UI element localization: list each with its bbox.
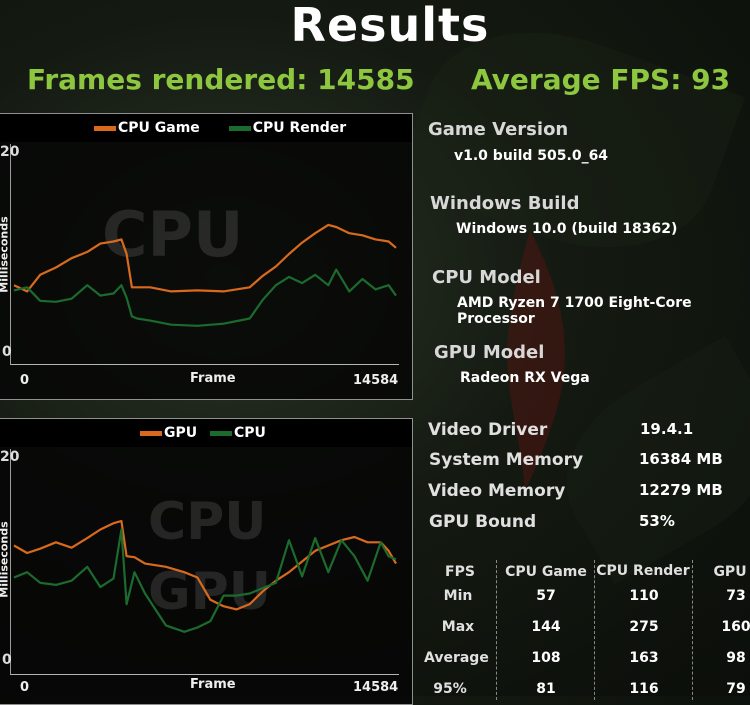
video-memory-value: 12279 MB <box>639 481 723 499</box>
game-version-value: v1.0 build 505.0_64 <box>454 148 609 164</box>
legend-swatch-cpu-game <box>94 125 116 131</box>
gpu-bound-value: 53% <box>639 512 675 530</box>
table-row-label-min: Min <box>443 588 473 604</box>
legend-swatch-cpu-render <box>228 125 251 131</box>
series-line-gpu <box>13 519 397 611</box>
video-driver-label: Video Driver <box>428 420 548 440</box>
table-cell: 98 <box>726 650 746 666</box>
table-cell: 110 <box>629 588 659 604</box>
table-cell: 73 <box>726 588 746 604</box>
gpu-watermark: CPU GPU <box>148 492 272 622</box>
game-version-label: Game Version <box>428 119 569 140</box>
cpu-chart-legend: CPU Game CPU Render <box>94 120 346 136</box>
windows-build-value: Windows 10.0 (build 18362) <box>456 221 678 237</box>
table-cell: 144 <box>531 619 561 635</box>
series-line-cpu <box>13 528 397 633</box>
series-line-cpu-render <box>13 268 397 327</box>
x-tick-end: 14584 <box>353 680 399 695</box>
table-cell: 160 <box>721 619 750 635</box>
gpu-plot <box>13 519 397 633</box>
gpu-model-label: GPU Model <box>434 342 545 363</box>
table-header-cpu-render: CPU Render <box>596 563 690 579</box>
x-tick-start: 0 <box>20 680 30 695</box>
average-fps: Average FPS: 93 <box>471 63 731 96</box>
legend-swatch-cpu <box>210 430 232 436</box>
gpu-bound-label: GPU Bound <box>429 512 537 532</box>
fps-table: FPS CPU Game CPU Render GPU Min 57 110 7… <box>418 560 750 700</box>
legend-cpu: CPU <box>234 425 266 441</box>
cpu-plot <box>13 223 397 327</box>
cpu-chart-panel: CPU Game CPU Render CPU 20 0 Millisecond… <box>0 113 413 400</box>
windows-build-label: Windows Build <box>430 193 580 214</box>
table-row-label-95: 95% <box>433 681 467 697</box>
table-cell: 163 <box>629 650 659 666</box>
cpu-model-label: CPU Model <box>432 267 541 288</box>
gpu-chart-legend: GPU CPU <box>140 425 266 441</box>
cpu-model-value: AMD Ryzen 7 1700 Eight-Core Processor <box>457 295 692 327</box>
table-row-label-max: Max <box>441 619 475 635</box>
system-memory-label: System Memory <box>429 450 584 470</box>
y-tick-max: 20 <box>0 449 20 465</box>
table-cell: 108 <box>531 650 561 666</box>
legend-swatch-gpu <box>140 430 162 436</box>
y-axis-label: Milliseconds <box>0 216 11 293</box>
legend-cpu-game: CPU Game <box>118 120 200 136</box>
series-line-cpu-game <box>13 223 397 293</box>
legend-cpu-render: CPU Render <box>252 120 347 136</box>
cpu-watermark: CPU <box>102 198 244 271</box>
table-header-gpu: GPU <box>713 564 747 580</box>
y-tick-max: 20 <box>0 144 20 160</box>
x-axis-label: Frame <box>190 371 236 386</box>
gpu-model-value: Radeon RX Vega <box>460 370 590 386</box>
video-driver-value: 19.4.1 <box>640 420 694 438</box>
video-memory-label: Video Memory <box>428 481 566 501</box>
system-memory-value: 16384 MB <box>639 450 723 468</box>
table-cell: 57 <box>536 588 556 604</box>
table-cell: 116 <box>629 681 659 697</box>
frames-rendered: Frames rendered: 14585 <box>27 63 415 96</box>
table-cell: 79 <box>726 681 746 697</box>
legend-gpu: GPU <box>164 425 198 441</box>
background-red-foliage <box>507 230 565 490</box>
cpu-plot-frame <box>10 144 399 365</box>
x-tick-end: 14584 <box>353 373 399 388</box>
x-tick-start: 0 <box>20 373 30 388</box>
x-axis-label: Frame <box>190 677 236 692</box>
y-axis-label: Milliseconds <box>0 521 11 598</box>
table-header-cpu-game: CPU Game <box>505 564 587 580</box>
page-title: Results <box>290 0 490 52</box>
gpu-plot-frame <box>10 449 399 675</box>
y-tick-min: 0 <box>2 344 12 360</box>
table-cell: 81 <box>536 681 556 697</box>
table-cell: 275 <box>629 619 659 635</box>
table-row-label-average: Average <box>424 650 489 666</box>
gpu-chart-panel: GPU CPU CPU GPU 20 0 Milliseconds 0 Fram… <box>0 418 413 705</box>
y-tick-min: 0 <box>2 652 12 668</box>
table-header-fps: FPS <box>445 564 475 580</box>
